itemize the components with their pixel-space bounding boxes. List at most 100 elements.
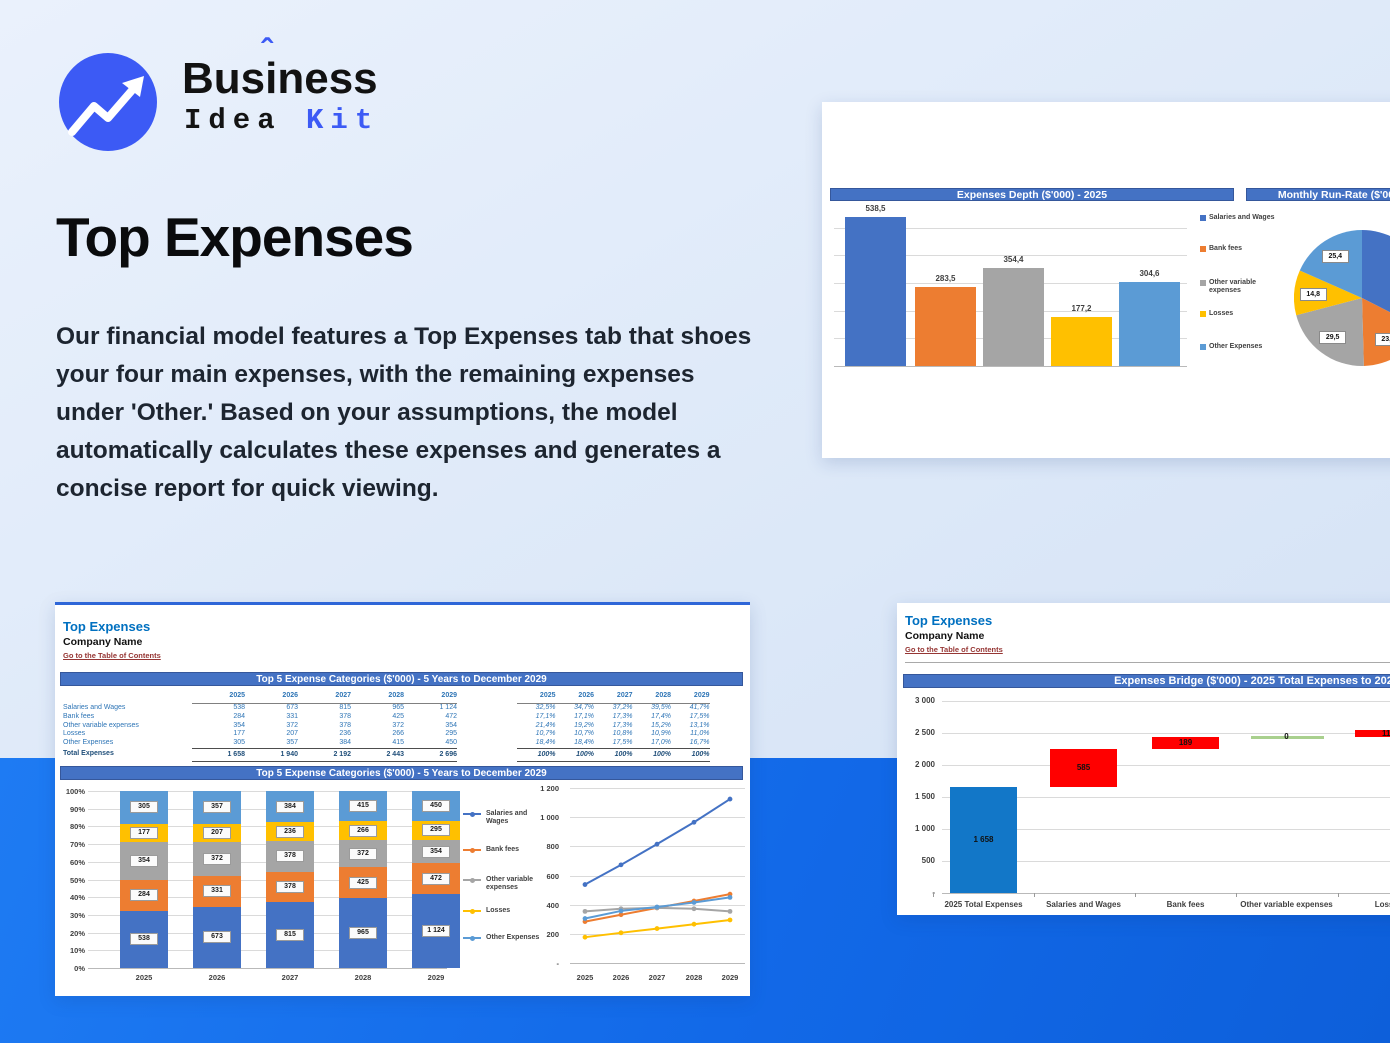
data-label: 354,4 <box>1003 254 1024 264</box>
table-cell: 16,7% <box>689 739 710 747</box>
x-axis-tick: 2028 <box>685 973 703 982</box>
y-axis-tick: 400 <box>546 900 559 910</box>
page-title: Top Expenses <box>56 206 414 268</box>
data-label: 538 <box>130 933 158 946</box>
legend-marker-dot <box>470 908 475 914</box>
brand-accent-mark: ˆ <box>261 33 273 71</box>
table-cell: 472 <box>445 712 457 720</box>
data-label: 378 <box>276 880 304 893</box>
legend-label: Losses <box>1209 310 1234 317</box>
y-axis-tick: 70% <box>69 840 85 850</box>
grid-line <box>942 765 1390 766</box>
data-label: 1 124 <box>422 925 450 938</box>
legend-marker-dot <box>470 811 475 817</box>
x-axis-tick: Bank fees <box>1166 900 1205 909</box>
data-point <box>727 917 733 923</box>
data-label: 354 <box>130 855 158 868</box>
y-axis-tick: 10% <box>69 946 85 956</box>
data-label: 585 <box>1076 763 1091 773</box>
table-cell: 2026 <box>555 689 594 704</box>
table-cell: 2029 <box>404 689 457 704</box>
sheet-title: Top Expenses <box>63 619 151 634</box>
table-of-contents-link[interactable]: Go to the Table of Contents <box>63 651 161 660</box>
table-cell: 17,4% <box>651 712 671 720</box>
data-label: 1 658 <box>973 834 994 844</box>
data-label: 538,5 <box>865 203 886 213</box>
y-axis-tick: 200 <box>546 929 559 939</box>
legend-item: Losses <box>1200 310 1286 328</box>
data-label: 378 <box>276 850 304 863</box>
brand-logo: Busi ˆ ness Idea Kit <box>58 33 478 162</box>
data-point <box>727 894 733 900</box>
axis-line <box>834 366 1187 367</box>
data-point <box>654 926 660 931</box>
legend-label: Bank fees <box>486 846 520 853</box>
table-cell: 100% <box>632 747 671 762</box>
table-cell: 18,4% <box>574 739 594 747</box>
table-cell: Losses <box>63 730 86 738</box>
x-axis-tick: 2026 <box>612 973 630 982</box>
axis-tick-mark <box>1135 893 1136 897</box>
table-cell: 39,5% <box>651 704 671 711</box>
legend-label: Other variable expenses <box>486 876 534 891</box>
y-axis-tick: 90% <box>69 804 85 814</box>
data-label: 965 <box>349 927 377 940</box>
y-axis-tick: 1 200 <box>540 784 559 793</box>
data-point <box>582 908 588 914</box>
grid-line <box>570 788 745 789</box>
data-label: 372 <box>203 853 231 866</box>
data-label: 0 <box>1284 732 1289 742</box>
y-axis-tick: 600 <box>546 871 559 881</box>
table-cell: Other Expenses <box>63 739 114 747</box>
y-axis-tick: 1 000 <box>540 813 559 823</box>
expenses-bridge-waterfall-chart: - 500 1 000 1 500 2 000 2 500 3 000 1 658 2025 T… <box>897 603 1390 915</box>
data-label: 266 <box>349 824 377 837</box>
x-axis-tick: 2029 <box>721 973 739 982</box>
grid-line <box>834 227 1187 229</box>
table-cell: 450 <box>445 739 457 747</box>
grid-line <box>88 968 447 969</box>
y-axis-tick: 2 500 <box>914 728 935 737</box>
legend-marker-dot <box>470 877 475 883</box>
top5-sheet-panel: Top Expenses Company Name Go to the Tabl… <box>55 602 750 996</box>
data-point <box>691 921 697 927</box>
data-label: 207 <box>203 827 231 839</box>
table-cell: 1 940 <box>245 747 298 762</box>
table-cell: 236 <box>339 730 351 738</box>
data-label: 415 <box>349 800 377 813</box>
top5-chart-legend: Salaries and Wages Bank fees Other variabl… <box>55 605 750 996</box>
legend-marker-dot <box>470 935 475 941</box>
data-label: 283,5 <box>935 274 956 284</box>
y-axis-tick: 30% <box>69 910 85 920</box>
table-cell: 1 658 <box>192 747 245 762</box>
table-cell: 34,7% <box>574 704 594 711</box>
data-label: 331 <box>203 885 231 898</box>
pie-data-label: 14,8 <box>1299 287 1327 301</box>
table-cell: 100% <box>671 747 710 762</box>
legend-item: Salaries and Wages <box>1200 214 1286 232</box>
data-label: 304,6 <box>1139 268 1160 278</box>
data-label: 472 <box>422 872 450 885</box>
brand-name-top: Busi ˆ ness <box>182 33 378 103</box>
table-cell: 37,2% <box>612 704 633 711</box>
table-cell: 2027 <box>298 689 351 704</box>
bar-Bank fees <box>915 287 976 366</box>
table-cell: 207 <box>286 730 298 738</box>
data-label: 295 <box>422 824 450 837</box>
data-label: 384 <box>276 800 304 813</box>
x-axis-tick: 2027 <box>281 973 299 982</box>
table-cell: 10,9% <box>651 730 671 738</box>
x-axis-tick: 2027 <box>648 973 666 982</box>
waterfall-bar-Bank fees <box>1152 737 1219 750</box>
data-label: 673 <box>203 931 231 944</box>
y-axis-tick: 80% <box>69 822 85 832</box>
sheet-company-name: Company Name <box>63 636 143 648</box>
grid-line <box>942 829 1390 830</box>
y-axis-tick: 40% <box>69 893 85 903</box>
table-cell: 415 <box>392 739 404 747</box>
table-cell: 11,0% <box>690 730 710 738</box>
grid-line <box>942 701 1390 702</box>
table-of-contents-link[interactable]: Go to the Table of Contents <box>905 645 1003 654</box>
data-point <box>727 796 733 802</box>
